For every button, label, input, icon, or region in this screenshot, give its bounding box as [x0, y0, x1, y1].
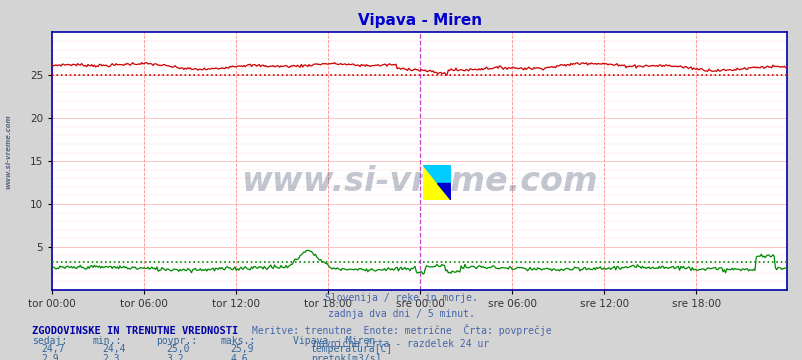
Text: zadnja dva dni / 5 minut.: zadnja dva dni / 5 minut. [328, 309, 474, 319]
Text: Vipava - Miren: Vipava - Miren [293, 336, 375, 346]
Text: www.si-vreme.com: www.si-vreme.com [241, 165, 597, 198]
Text: povpr.:: povpr.: [156, 336, 197, 346]
Text: 2,9: 2,9 [42, 354, 59, 360]
Text: ZGODOVINSKE IN TRENUTNE VREDNOSTI: ZGODOVINSKE IN TRENUTNE VREDNOSTI [32, 326, 238, 336]
Text: maks.:: maks.: [221, 336, 256, 346]
Polygon shape [422, 165, 450, 200]
Text: Slovenija / reke in morje.: Slovenija / reke in morje. [325, 293, 477, 303]
Text: temperatura[C]: temperatura[C] [310, 344, 392, 354]
Polygon shape [436, 183, 450, 200]
Text: min.:: min.: [92, 336, 122, 346]
Text: 4,6: 4,6 [230, 354, 248, 360]
Text: 24,4: 24,4 [102, 344, 125, 354]
Text: 25,0: 25,0 [166, 344, 189, 354]
Text: Meritve: trenutne  Enote: metrične  Črta: povprečje: Meritve: trenutne Enote: metrične Črta: … [251, 324, 551, 336]
Text: sedaj:: sedaj: [32, 336, 67, 346]
Text: navpična črta - razdelek 24 ur: navpična črta - razdelek 24 ur [313, 339, 489, 349]
Text: pretok[m3/s]: pretok[m3/s] [310, 354, 381, 360]
Text: 3,2: 3,2 [166, 354, 184, 360]
Title: Vipava - Miren: Vipava - Miren [357, 13, 481, 28]
Text: 24,7: 24,7 [42, 344, 65, 354]
Text: 25,9: 25,9 [230, 344, 253, 354]
Text: www.si-vreme.com: www.si-vreme.com [5, 114, 11, 189]
Text: 2,3: 2,3 [102, 354, 119, 360]
